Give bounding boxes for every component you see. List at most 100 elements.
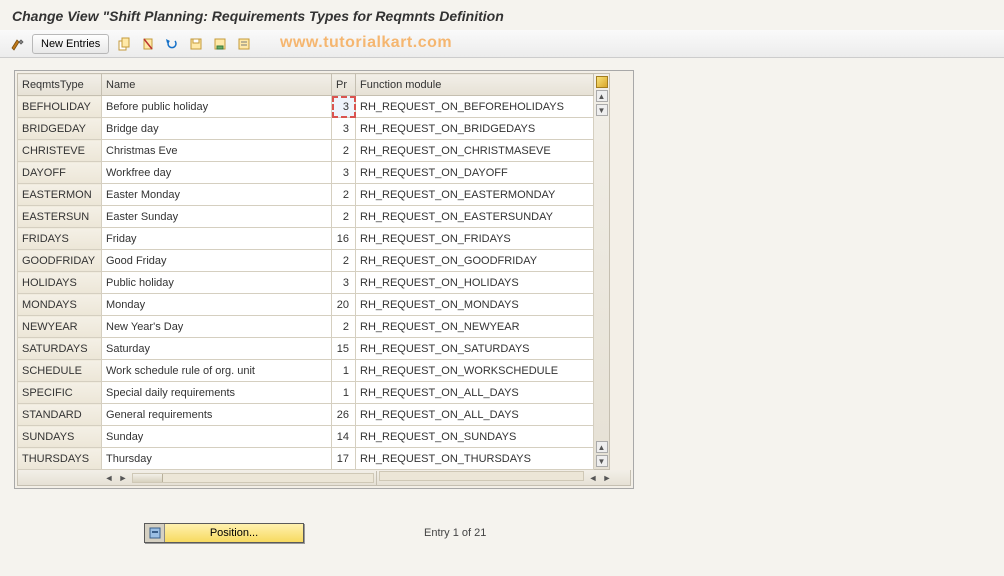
cell-function-module[interactable]: RH_REQUEST_ON_ALL_DAYS xyxy=(356,382,594,404)
cell-pr[interactable]: 2 xyxy=(332,184,356,206)
table-row[interactable]: STANDARDGeneral requirements26RH_REQUEST… xyxy=(18,404,594,426)
scroll-right-button[interactable]: ► xyxy=(116,471,130,485)
table-row[interactable]: SATURDAYSSaturday15RH_REQUEST_ON_SATURDA… xyxy=(18,338,594,360)
cell-reqmtstype[interactable]: CHRISTEVE xyxy=(18,140,102,162)
cell-name[interactable]: Work schedule rule of org. unit xyxy=(102,360,332,382)
cell-reqmtstype[interactable]: MONDAYS xyxy=(18,294,102,316)
cell-name[interactable]: Good Friday xyxy=(102,250,332,272)
cell-pr[interactable]: 2 xyxy=(332,206,356,228)
table-row[interactable]: SUNDAYSSunday14RH_REQUEST_ON_SUNDAYS xyxy=(18,426,594,448)
cell-function-module[interactable]: RH_REQUEST_ON_NEWYEAR xyxy=(356,316,594,338)
cell-name[interactable]: Thursday xyxy=(102,448,332,470)
cell-name[interactable]: New Year's Day xyxy=(102,316,332,338)
scrollbar-thumb[interactable] xyxy=(133,474,163,482)
cell-reqmtstype[interactable]: BEFHOLIDAY xyxy=(18,96,102,118)
cell-reqmtstype[interactable]: EASTERMON xyxy=(18,184,102,206)
cell-pr[interactable]: 15 xyxy=(332,338,356,360)
col-header-pr[interactable]: Pr xyxy=(332,74,356,96)
toggle-icon[interactable] xyxy=(8,35,26,53)
scrollbar-track-left[interactable] xyxy=(132,473,374,483)
table-row[interactable]: GOODFRIDAYGood Friday2RH_REQUEST_ON_GOOD… xyxy=(18,250,594,272)
cell-function-module[interactable]: RH_REQUEST_ON_SATURDAYS xyxy=(356,338,594,360)
cell-function-module[interactable]: RH_REQUEST_ON_BRIDGEDAYS xyxy=(356,118,594,140)
scrollbar-track-right[interactable] xyxy=(379,471,584,481)
cell-function-module[interactable]: RH_REQUEST_ON_EASTERSUNDAY xyxy=(356,206,594,228)
cell-pr[interactable]: 2 xyxy=(332,140,356,162)
table-row[interactable]: MONDAYSMonday20RH_REQUEST_ON_MONDAYS xyxy=(18,294,594,316)
table-row[interactable]: CHRISTEVEChristmas Eve2RH_REQUEST_ON_CHR… xyxy=(18,140,594,162)
table-row[interactable]: SCHEDULEWork schedule rule of org. unit1… xyxy=(18,360,594,382)
scroll-up-button[interactable]: ▲ xyxy=(596,90,608,102)
cell-pr[interactable]: 1 xyxy=(332,360,356,382)
cell-reqmtstype[interactable]: SUNDAYS xyxy=(18,426,102,448)
cell-reqmtstype[interactable]: DAYOFF xyxy=(18,162,102,184)
save-icon[interactable] xyxy=(187,35,205,53)
cell-reqmtstype[interactable]: THURSDAYS xyxy=(18,448,102,470)
new-entries-button[interactable]: New Entries xyxy=(32,34,109,54)
cell-pr[interactable]: 20 xyxy=(332,294,356,316)
cell-function-module[interactable]: RH_REQUEST_ON_WORKSCHEDULE xyxy=(356,360,594,382)
cell-reqmtstype[interactable]: SPECIFIC xyxy=(18,382,102,404)
cell-pr[interactable]: 2 xyxy=(332,250,356,272)
cell-name[interactable]: Special daily requirements xyxy=(102,382,332,404)
table-row[interactable]: HOLIDAYSPublic holiday3RH_REQUEST_ON_HOL… xyxy=(18,272,594,294)
cell-function-module[interactable]: RH_REQUEST_ON_SUNDAYS xyxy=(356,426,594,448)
delete-icon[interactable] xyxy=(139,35,157,53)
col-header-fm[interactable]: Function module xyxy=(356,74,594,96)
cell-function-module[interactable]: RH_REQUEST_ON_GOODFRIDAY xyxy=(356,250,594,272)
cell-function-module[interactable]: RH_REQUEST_ON_EASTERMONDAY xyxy=(356,184,594,206)
table-row[interactable]: THURSDAYSThursday17RH_REQUEST_ON_THURSDA… xyxy=(18,448,594,470)
cell-name[interactable]: Sunday xyxy=(102,426,332,448)
table-row[interactable]: NEWYEARNew Year's Day2RH_REQUEST_ON_NEWY… xyxy=(18,316,594,338)
cell-name[interactable]: Christmas Eve xyxy=(102,140,332,162)
cell-pr[interactable]: 17 xyxy=(332,448,356,470)
cell-pr[interactable]: 2 xyxy=(332,316,356,338)
cell-function-module[interactable]: RH_REQUEST_ON_HOLIDAYS xyxy=(356,272,594,294)
cell-name[interactable]: Easter Sunday xyxy=(102,206,332,228)
cell-pr[interactable]: 26 xyxy=(332,404,356,426)
configure-columns-icon[interactable] xyxy=(596,76,608,88)
undo-icon[interactable] xyxy=(163,35,181,53)
cell-name[interactable]: Public holiday xyxy=(102,272,332,294)
position-button[interactable]: Position... xyxy=(144,523,304,543)
table-row[interactable]: FRIDAYSFriday16RH_REQUEST_ON_FRIDAYS xyxy=(18,228,594,250)
cell-name[interactable]: Bridge day xyxy=(102,118,332,140)
cell-pr[interactable]: 3 xyxy=(332,118,356,140)
cell-name[interactable]: Saturday xyxy=(102,338,332,360)
col-header-name[interactable]: Name xyxy=(102,74,332,96)
cell-pr[interactable]: 3 xyxy=(332,162,356,184)
copy-icon[interactable] xyxy=(115,35,133,53)
cell-pr[interactable]: 16 xyxy=(332,228,356,250)
scroll-left-button[interactable]: ◄ xyxy=(102,471,116,485)
cell-name[interactable]: General requirements xyxy=(102,404,332,426)
scroll-left-button-2[interactable]: ◄ xyxy=(586,471,600,485)
table-row[interactable]: EASTERMONEaster Monday2RH_REQUEST_ON_EAS… xyxy=(18,184,594,206)
cell-reqmtstype[interactable]: SCHEDULE xyxy=(18,360,102,382)
cell-function-module[interactable]: RH_REQUEST_ON_MONDAYS xyxy=(356,294,594,316)
cell-reqmtstype[interactable]: GOODFRIDAY xyxy=(18,250,102,272)
cell-name[interactable]: Friday xyxy=(102,228,332,250)
cell-name[interactable]: Before public holiday xyxy=(102,96,332,118)
cell-pr[interactable]: 1 xyxy=(332,382,356,404)
cell-name[interactable]: Monday xyxy=(102,294,332,316)
cell-function-module[interactable]: RH_REQUEST_ON_CHRISTMASEVE xyxy=(356,140,594,162)
cell-function-module[interactable]: RH_REQUEST_ON_ALL_DAYS xyxy=(356,404,594,426)
cell-reqmtstype[interactable]: NEWYEAR xyxy=(18,316,102,338)
cell-pr[interactable]: 3 xyxy=(332,96,356,118)
scroll-down-button-2[interactable]: ▼ xyxy=(596,455,608,467)
cell-function-module[interactable]: RH_REQUEST_ON_DAYOFF xyxy=(356,162,594,184)
deselect-all-icon[interactable] xyxy=(235,35,253,53)
cell-function-module[interactable]: RH_REQUEST_ON_FRIDAYS xyxy=(356,228,594,250)
cell-pr[interactable]: 3 xyxy=(332,272,356,294)
cell-pr[interactable]: 14 xyxy=(332,426,356,448)
scroll-down-button[interactable]: ▼ xyxy=(596,104,608,116)
cell-reqmtstype[interactable]: SATURDAYS xyxy=(18,338,102,360)
select-all-icon[interactable] xyxy=(211,35,229,53)
cell-name[interactable]: Easter Monday xyxy=(102,184,332,206)
cell-reqmtstype[interactable]: STANDARD xyxy=(18,404,102,426)
cell-reqmtstype[interactable]: EASTERSUN xyxy=(18,206,102,228)
scroll-right-button-2[interactable]: ► xyxy=(600,471,614,485)
cell-function-module[interactable]: RH_REQUEST_ON_BEFOREHOLIDAYS xyxy=(356,96,594,118)
cell-reqmtstype[interactable]: BRIDGEDAY xyxy=(18,118,102,140)
scroll-up-button-2[interactable]: ▲ xyxy=(596,441,608,453)
